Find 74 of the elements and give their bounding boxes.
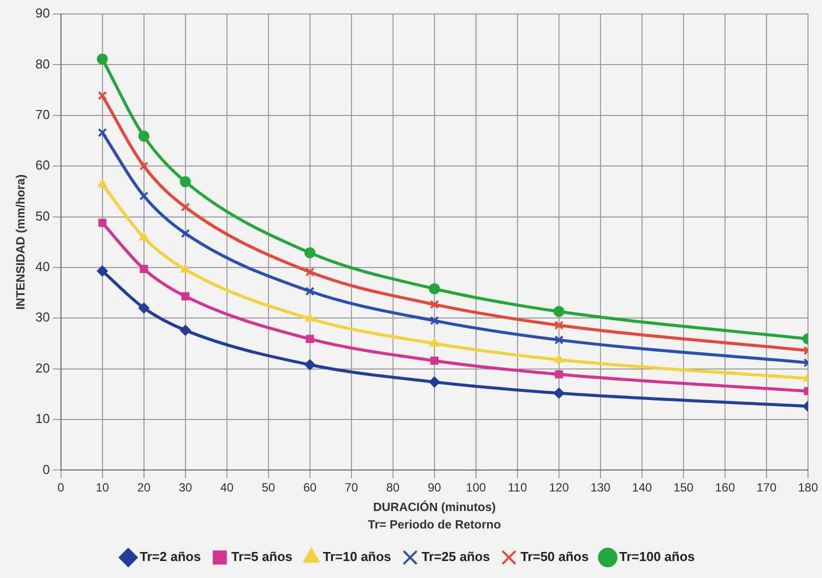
point [430,300,439,309]
point [553,306,564,318]
y-tick-label: 0 [42,462,50,477]
x-tick-label: 70 [344,480,358,495]
point [305,286,314,296]
x-tick-label: 120 [548,480,570,495]
x-tick-label: 170 [756,480,777,495]
point [554,320,564,330]
x-tick-label: 110 [508,480,528,495]
point [181,292,190,300]
x-tick-label: 140 [632,480,652,495]
point [140,264,148,273]
legend-label: Tr=2 años [140,549,201,564]
point [305,267,314,277]
point [96,54,108,65]
point [304,247,316,258]
x-tick-label: 0 [58,480,65,495]
point [138,302,150,314]
x-tick-label: 150 [673,480,694,495]
y-tick-label: 60 [35,158,50,173]
x-tick-label: 160 [714,480,736,495]
legend-label: Tr=100 años [619,549,695,564]
y-axis-title: INTENSIDAD (mm/hora) [14,174,28,310]
y-tick-label: 50 [35,208,50,224]
y-tick-label: 20 [35,360,50,376]
point [180,176,191,188]
x-tick-label: 10 [96,480,110,495]
x-tick-label: 30 [178,480,192,495]
x-tick-label: 60 [303,480,317,495]
point [180,228,190,238]
point [139,162,148,171]
legend-label: Tr=10 años [322,549,392,564]
point [98,91,107,100]
point [305,313,315,322]
y-tick-label: 10 [35,411,50,426]
x-tick-label: 100 [466,480,486,495]
y-tick-label: 40 [35,259,50,274]
x-tick-label: 90 [428,480,442,495]
point [430,316,439,326]
point [554,354,564,363]
point [306,334,314,343]
x-tick-label: 20 [137,480,151,495]
y-tick-label: 70 [35,106,50,122]
point [98,128,107,138]
point [98,178,108,188]
y-tick-label: 90 [35,6,50,21]
point [180,264,190,272]
point [554,335,564,344]
x-axis-title: DURACIÓN (minutos) [373,500,496,514]
y-tick-label: 30 [35,310,50,325]
point [430,356,438,365]
point [139,191,148,201]
point [180,202,190,212]
text: Tr= Periodo de Retorno [368,517,501,532]
legend-label: Tr=25 años [422,549,490,564]
x-tick-label: 80 [386,480,400,495]
y-tick-label: 80 [35,56,50,72]
x-tick-label: 180 [798,480,818,495]
legend-label: Tr=5 años [231,549,292,564]
point [553,388,564,399]
point [139,232,149,241]
point [180,324,191,336]
point [98,218,106,227]
x-tick-label: 50 [262,480,276,495]
point [428,376,440,388]
x-tick-label: 130 [590,480,611,495]
point [304,359,316,370]
point [138,130,150,142]
legend-label: Tr=50 años [520,549,589,564]
point [430,338,440,346]
x-tick-label: 40 [220,480,234,495]
point [96,265,108,276]
point [428,283,440,294]
point [554,370,563,378]
